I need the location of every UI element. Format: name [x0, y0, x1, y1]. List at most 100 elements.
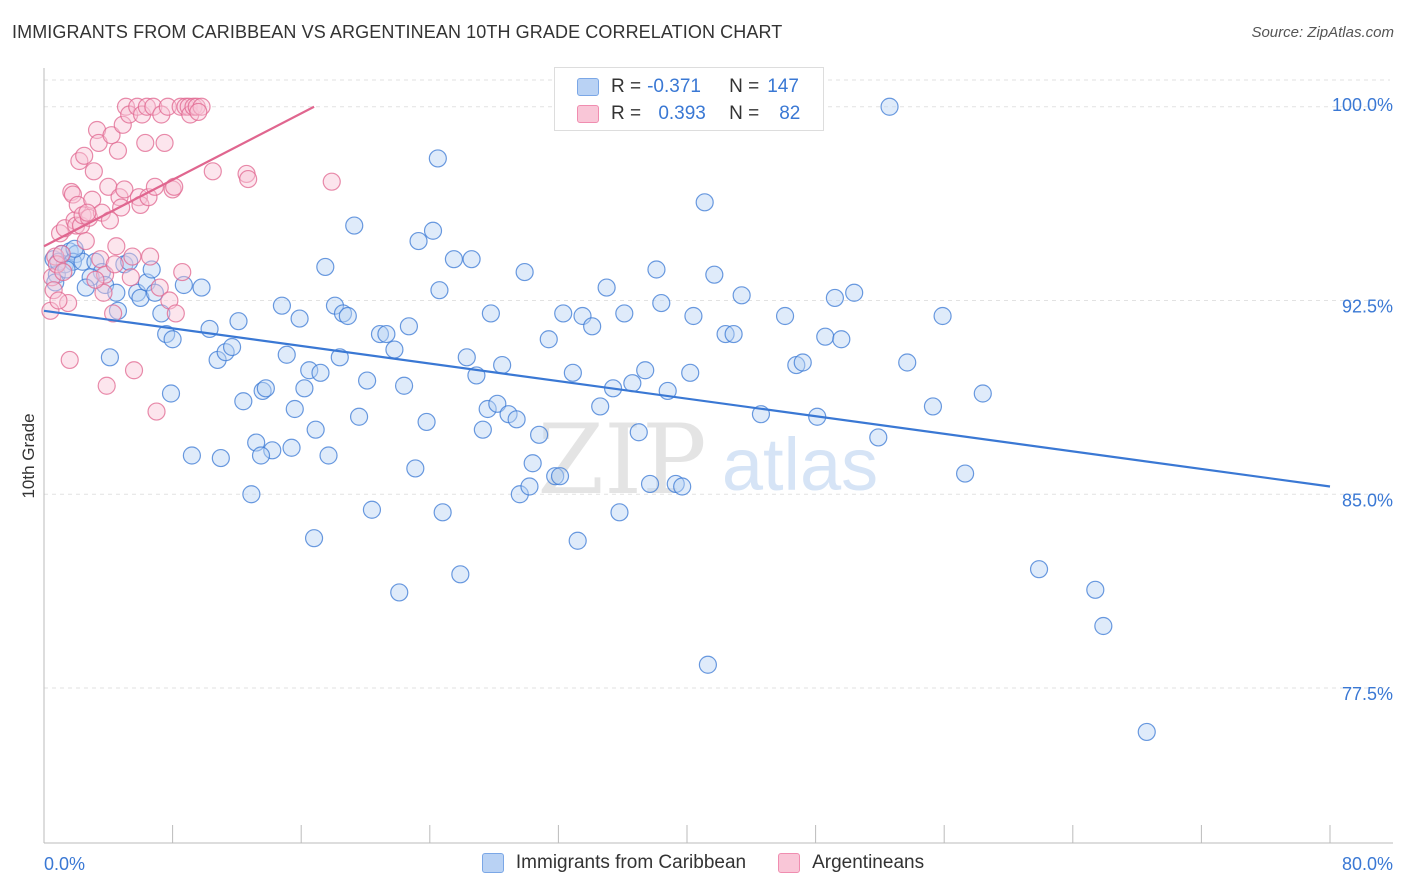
- data-point: [640, 474, 660, 494]
- data-point: [673, 477, 692, 496]
- data-point: [192, 278, 211, 297]
- data-point: [832, 330, 851, 349]
- data-point: [898, 353, 917, 372]
- data-point: [546, 467, 565, 486]
- data-point: [104, 304, 123, 323]
- data-point: [251, 446, 271, 465]
- data-point: [923, 397, 943, 416]
- data-point: [94, 283, 113, 302]
- data-point: [430, 281, 449, 300]
- data-point: [107, 283, 126, 302]
- x-tick-label: 80.0%: [1342, 854, 1393, 874]
- data-point: [52, 244, 71, 264]
- data-point: [409, 231, 428, 251]
- data-point: [277, 345, 296, 364]
- data-point: [234, 392, 253, 411]
- data-point: [304, 529, 324, 548]
- data-point: [451, 565, 470, 584]
- data-point: [285, 399, 304, 419]
- data-point: [732, 286, 751, 305]
- data-point: [973, 384, 992, 403]
- data-point: [507, 410, 526, 429]
- data-point: [54, 262, 73, 282]
- data-point: [615, 304, 634, 323]
- data-point: [417, 412, 436, 432]
- data-point: [60, 350, 79, 370]
- legend-n-value: 147: [767, 76, 799, 97]
- data-point: [120, 252, 139, 271]
- data-point: [583, 317, 602, 336]
- data-point: [161, 384, 181, 403]
- data-point: [623, 374, 642, 393]
- legend-label-argentineans: Argentineans: [812, 852, 925, 873]
- data-point: [229, 312, 248, 331]
- data-point: [145, 283, 165, 302]
- data-point: [211, 448, 230, 468]
- data-point: [816, 327, 835, 346]
- chart-title: IMMIGRANTS FROM CARIBBEAN VS ARGENTINEAN…: [12, 22, 783, 42]
- data-point: [433, 503, 452, 522]
- data-point: [75, 146, 94, 165]
- data-point: [192, 97, 211, 116]
- data-point: [124, 361, 144, 380]
- data-point: [136, 133, 155, 153]
- data-point: [78, 203, 97, 222]
- data-point: [597, 278, 616, 297]
- legend-r-value: -0.371: [647, 76, 701, 97]
- data-point: [698, 655, 717, 674]
- data-point: [1137, 722, 1156, 742]
- data-point: [140, 247, 160, 266]
- data-point: [49, 291, 68, 310]
- legend-n-label: N =: [729, 103, 760, 124]
- x-tick-label: 0.0%: [44, 854, 85, 874]
- data-point: [137, 97, 156, 116]
- data-point: [150, 278, 169, 297]
- legend-item-argentineans[interactable]: Argentineans: [778, 852, 924, 874]
- data-point: [253, 381, 272, 401]
- data-point: [636, 361, 655, 380]
- data-point: [166, 304, 185, 323]
- source-credit: Source: ZipAtlas.com: [1251, 24, 1394, 41]
- data-point: [493, 355, 512, 375]
- data-point: [462, 250, 481, 269]
- data-point: [550, 467, 570, 486]
- data-point: [68, 195, 87, 215]
- data-point: [239, 169, 258, 189]
- data-point: [115, 180, 134, 199]
- data-point: [629, 423, 648, 442]
- data-point: [123, 247, 142, 266]
- data-point: [330, 348, 349, 367]
- data-point: [295, 379, 314, 398]
- data-point: [478, 399, 497, 419]
- data-point: [377, 324, 396, 344]
- data-points: [41, 97, 1156, 742]
- data-point: [272, 296, 292, 315]
- y-tick-label: 85.0%: [1342, 490, 1393, 510]
- data-point: [63, 185, 83, 204]
- data-point: [568, 531, 587, 550]
- data-point: [107, 237, 126, 256]
- data-point: [316, 257, 335, 277]
- data-point: [523, 454, 542, 473]
- watermark-atlas: atlas: [722, 423, 878, 506]
- data-point: [105, 255, 124, 274]
- data-point: [155, 133, 174, 153]
- y-axis-label: 10th Grade: [19, 413, 38, 498]
- legend-label-caribbean: Immigrants from Caribbean: [515, 852, 747, 873]
- trend-line-argentineans: [43, 105, 315, 248]
- data-point: [530, 425, 549, 444]
- data-point: [775, 306, 795, 326]
- data-point: [933, 306, 952, 326]
- legend-item-caribbean[interactable]: Immigrants from Caribbean: [481, 852, 747, 874]
- y-tick-label: 77.5%: [1342, 684, 1393, 704]
- data-point: [163, 330, 182, 349]
- data-point: [263, 441, 282, 460]
- data-point: [652, 293, 671, 313]
- data-point: [610, 503, 629, 522]
- data-point: [481, 304, 500, 323]
- data-point: [539, 330, 558, 349]
- data-point: [147, 402, 166, 421]
- y-tick-label: 92.5%: [1342, 297, 1393, 317]
- data-point: [242, 485, 261, 504]
- data-point: [300, 361, 319, 380]
